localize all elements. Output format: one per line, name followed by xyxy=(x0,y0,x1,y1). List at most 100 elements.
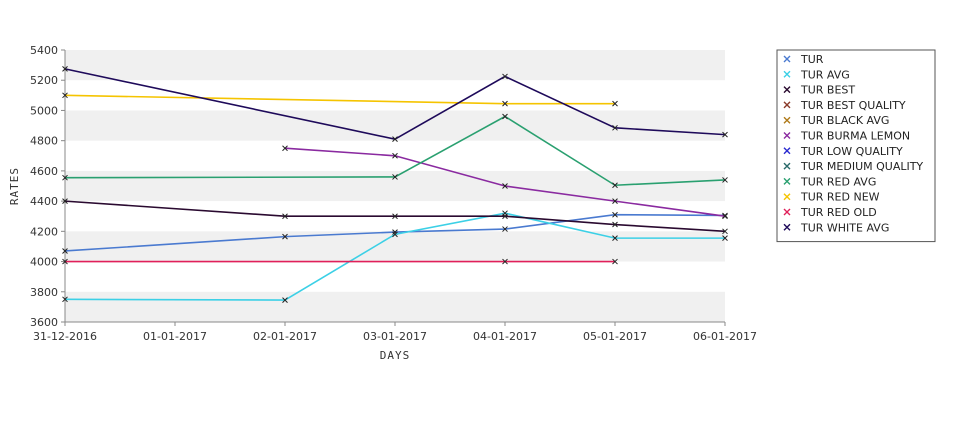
legend-box xyxy=(776,49,936,243)
grid-band xyxy=(65,110,725,141)
data-point xyxy=(722,235,728,241)
x-tick-label: 05-01-2017 xyxy=(583,330,647,343)
legend-marker xyxy=(783,208,791,216)
legend-marker xyxy=(783,132,791,139)
legend-item: TUR RED NEW xyxy=(783,191,880,204)
legend-marker xyxy=(783,55,791,63)
legend-label: TUR LOW QUALITY xyxy=(800,145,903,158)
data-point xyxy=(282,297,288,303)
x-tick-label: 01-01-2017 xyxy=(143,330,207,343)
legend-item: TUR RED AVG xyxy=(783,175,876,188)
data-point xyxy=(62,174,68,181)
data-point xyxy=(612,235,618,241)
x-tick-label: 31-12-2016 xyxy=(33,330,97,343)
legend-label: TUR RED AVG xyxy=(800,175,876,188)
legend-marker xyxy=(783,86,791,94)
grid-band xyxy=(65,50,725,81)
data-point xyxy=(612,221,618,228)
legend-marker xyxy=(783,193,791,201)
series-tur-burma-lemon xyxy=(282,145,728,220)
series-line xyxy=(64,213,726,252)
y-tick-label: 3800 xyxy=(30,286,58,299)
data-point xyxy=(502,100,508,107)
x-axis-ticks: 31-12-2016 01-01-2017 02-01-2017 03-01-2017… xyxy=(33,322,757,343)
data-point xyxy=(502,213,508,220)
legend-item: TUR xyxy=(783,53,824,66)
legend-label: TUR xyxy=(800,53,824,66)
data-point xyxy=(722,131,728,138)
data-point xyxy=(392,213,398,220)
legend-marker xyxy=(783,147,791,155)
legend: TUR TUR AVG TUR BEST TUR BEST QUALITY TUR BL… xyxy=(776,49,936,243)
y-tick-label: 4000 xyxy=(30,256,58,269)
x-tick-label: 03-01-2017 xyxy=(363,330,427,343)
y-tick-label: 4600 xyxy=(30,165,58,178)
data-point xyxy=(282,213,288,220)
legend-label: TUR BEST xyxy=(800,84,855,97)
data-point xyxy=(612,182,618,189)
data-point xyxy=(502,183,508,189)
data-point xyxy=(282,233,288,240)
data-point xyxy=(392,231,398,238)
x-tick-label: 06-01-2017 xyxy=(693,330,757,343)
series-tur-avg xyxy=(62,210,728,303)
legend-marker xyxy=(783,70,791,78)
legend-item: TUR WHITE AVG xyxy=(783,221,889,234)
data-point xyxy=(392,136,398,143)
data-point xyxy=(62,92,68,99)
series-tur-red-avg xyxy=(62,113,728,189)
data-point xyxy=(612,124,618,131)
data-point xyxy=(392,152,398,159)
data-point xyxy=(62,296,68,303)
grid-band xyxy=(65,231,725,262)
y-tick-label: 4400 xyxy=(30,195,58,208)
data-point xyxy=(62,198,68,204)
legend-marker xyxy=(783,162,791,170)
legend-item: TUR RED OLD xyxy=(783,206,877,219)
data-point xyxy=(62,66,68,72)
grid-band xyxy=(65,170,725,202)
data-point xyxy=(722,213,728,220)
data-point xyxy=(722,177,728,183)
data-point xyxy=(502,73,508,80)
y-axis-ticks: 3600 3800 4000 4200 4400 4600 4800 5000 5200 5400 xyxy=(30,44,65,329)
data-point xyxy=(62,258,68,265)
series-tur-red-old xyxy=(62,258,618,265)
legend-label: TUR BLACK AVG xyxy=(800,114,889,127)
y-tick-label: 4200 xyxy=(30,225,58,238)
legend-item: TUR MEDIUM QUALITY xyxy=(783,160,923,173)
legend-label: TUR RED OLD xyxy=(800,206,877,219)
legend-item: TUR BLACK AVG xyxy=(783,114,889,127)
grid-bands xyxy=(65,50,725,322)
legend-label: TUR BEST QUALITY xyxy=(800,99,906,112)
legend-item: TUR LOW QUALITY xyxy=(783,145,903,158)
legend-item: TUR BEST QUALITY xyxy=(783,99,906,112)
x-tick-label: 02-01-2017 xyxy=(253,330,317,343)
legend-item: TUR BURMA LEMON xyxy=(783,130,910,143)
data-point xyxy=(502,226,508,232)
series-line xyxy=(64,94,615,105)
x-tick-label: 04-01-2017 xyxy=(473,330,537,343)
legend-marker xyxy=(783,116,791,124)
data-point xyxy=(722,228,728,235)
data-point xyxy=(612,198,618,204)
y-axis-title: RATES xyxy=(8,167,21,205)
data-point xyxy=(392,174,398,180)
legend-marker xyxy=(783,223,791,231)
x-axis-title: DAYS xyxy=(380,349,411,362)
series-group xyxy=(62,66,728,303)
y-tick-label: 4800 xyxy=(30,135,58,148)
data-point xyxy=(612,100,618,107)
series-tur-best xyxy=(62,198,728,235)
legend-label: TUR RED NEW xyxy=(800,191,880,204)
series-line xyxy=(64,200,726,233)
legend-item: TUR BEST xyxy=(783,84,855,97)
data-point xyxy=(502,258,508,265)
data-point xyxy=(502,113,508,120)
y-tick-label: 3600 xyxy=(30,316,58,329)
y-tick-label: 5000 xyxy=(30,104,58,117)
data-point xyxy=(612,211,618,218)
legend-marker xyxy=(783,177,791,185)
legend-label: TUR AVG xyxy=(800,68,850,81)
data-point xyxy=(62,248,68,254)
